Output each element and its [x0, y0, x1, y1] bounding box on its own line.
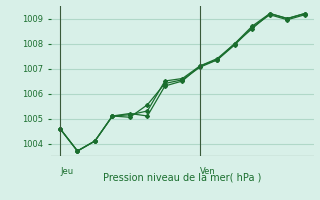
- Text: Ven: Ven: [200, 167, 216, 176]
- Text: Jeu: Jeu: [60, 167, 73, 176]
- X-axis label: Pression niveau de la mer( hPa ): Pression niveau de la mer( hPa ): [103, 173, 261, 183]
